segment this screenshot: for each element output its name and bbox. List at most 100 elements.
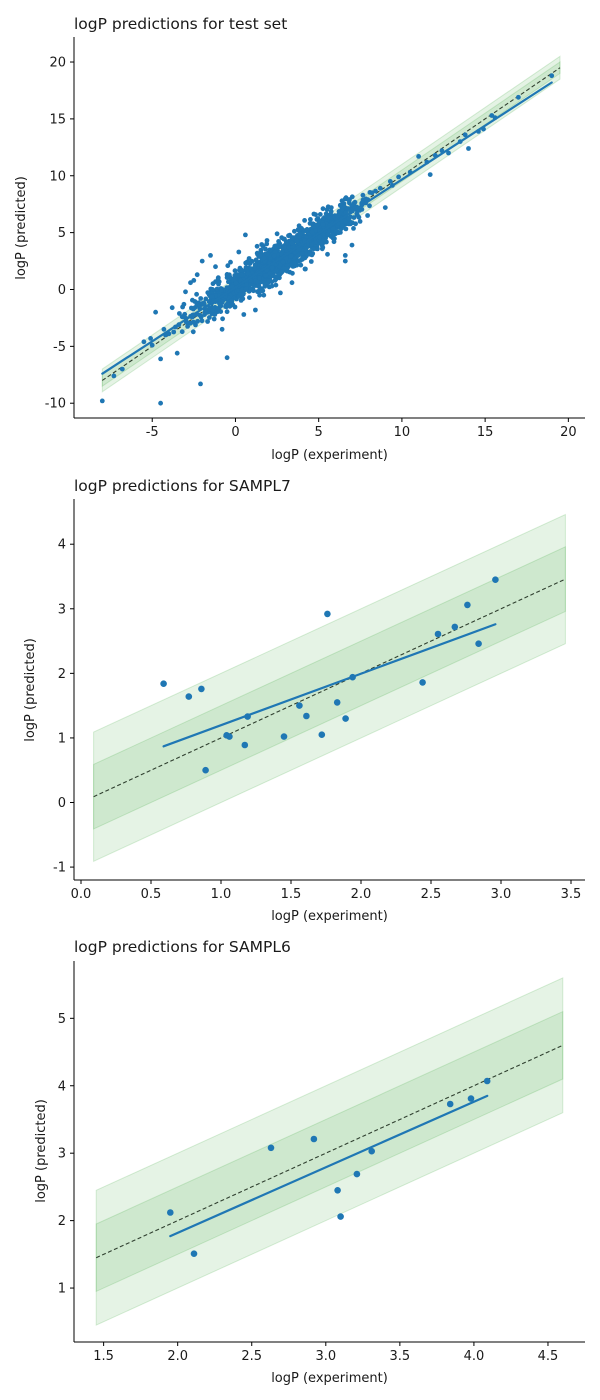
x-tick-label: 1.5 (281, 887, 302, 902)
data-point (269, 265, 275, 271)
data-point (419, 679, 426, 686)
data-point (179, 329, 185, 335)
data-point (119, 366, 125, 372)
y-tick-label: 5 (58, 226, 66, 241)
x-tick-label: 2.0 (167, 1349, 188, 1364)
data-point (335, 213, 341, 219)
data-point (228, 259, 233, 265)
data-point (232, 268, 238, 274)
x-tick-label: 1.0 (211, 887, 232, 902)
data-point (197, 312, 203, 318)
data-point (231, 276, 237, 282)
data-point (446, 1100, 454, 1108)
data-point (365, 213, 370, 218)
data-point (342, 253, 348, 258)
data-point (254, 243, 260, 249)
data-point (158, 356, 164, 362)
data-point (209, 294, 215, 299)
data-point (233, 280, 239, 286)
y-tick-label: 20 (49, 56, 66, 71)
data-point (224, 309, 230, 315)
data-point (324, 610, 331, 618)
data-point (210, 287, 215, 292)
data-point (315, 246, 320, 252)
data-point (219, 287, 224, 293)
data-point (174, 350, 180, 356)
data-point (360, 192, 366, 198)
data-point (353, 1170, 361, 1178)
data-point (320, 222, 326, 227)
x-tick-label: 3.0 (491, 887, 512, 902)
y-axis-label: logP (predicted) (14, 176, 29, 280)
data-point (329, 232, 335, 238)
data-point (213, 264, 218, 270)
data-point (194, 272, 200, 278)
data-point (252, 265, 257, 271)
data-point (302, 218, 307, 223)
data-point (183, 289, 188, 295)
data-point (446, 150, 451, 156)
data-point (328, 209, 334, 214)
data-point (189, 305, 194, 311)
x-axis-label: logP (experiment) (271, 909, 388, 924)
data-point (254, 258, 259, 263)
data-point (262, 283, 268, 289)
x-tick-label: 4.0 (464, 1349, 485, 1364)
y-axis-label: logP (predicted) (34, 1099, 49, 1203)
data-point (331, 239, 337, 245)
data-point (261, 292, 267, 298)
data-point (276, 243, 282, 249)
data-point (243, 286, 249, 292)
x-tick-label: 20 (560, 425, 577, 440)
y-tick-label: 3 (58, 602, 66, 617)
data-point (297, 231, 303, 237)
band-inner (93, 546, 566, 830)
x-tick-label: 3.5 (561, 887, 582, 902)
data-point (232, 273, 238, 278)
y-tick-label: 2 (58, 667, 66, 682)
data-point (236, 249, 242, 255)
data-point (171, 329, 177, 335)
data-point (288, 253, 294, 259)
data-point (292, 260, 297, 265)
data-point (177, 311, 182, 316)
fit-line (101, 81, 553, 375)
data-point (347, 200, 352, 206)
x-axis-label: logP (experiment) (271, 448, 388, 463)
data-point (294, 238, 300, 244)
data-point (387, 179, 393, 184)
y-tick-label: 2 (58, 1214, 66, 1229)
data-point (347, 221, 353, 227)
fit-line (169, 1094, 489, 1238)
data-point (363, 196, 369, 202)
data-point (271, 273, 276, 279)
data-point (345, 206, 351, 212)
data-point (213, 279, 219, 284)
data-point (241, 312, 247, 317)
data-point (190, 329, 196, 335)
data-point (296, 702, 303, 709)
data-point (310, 1135, 318, 1143)
data-point (218, 309, 224, 314)
data-point (247, 295, 252, 300)
x-tick-label: 5 (315, 425, 323, 440)
data-point (240, 296, 246, 302)
data-point (217, 301, 222, 306)
data-point (198, 296, 204, 301)
data-point (342, 258, 348, 264)
data-point (326, 215, 332, 221)
data-point (292, 228, 297, 234)
data-point (179, 314, 185, 320)
data-point (272, 277, 278, 283)
data-point (224, 355, 230, 361)
data-point (339, 198, 345, 204)
data-point (320, 206, 326, 212)
data-point (244, 282, 249, 288)
data-point (328, 205, 334, 211)
data-point (324, 207, 330, 213)
data-point (225, 263, 231, 269)
data-point (309, 242, 314, 248)
data-point (289, 262, 294, 268)
data-point (198, 381, 203, 387)
